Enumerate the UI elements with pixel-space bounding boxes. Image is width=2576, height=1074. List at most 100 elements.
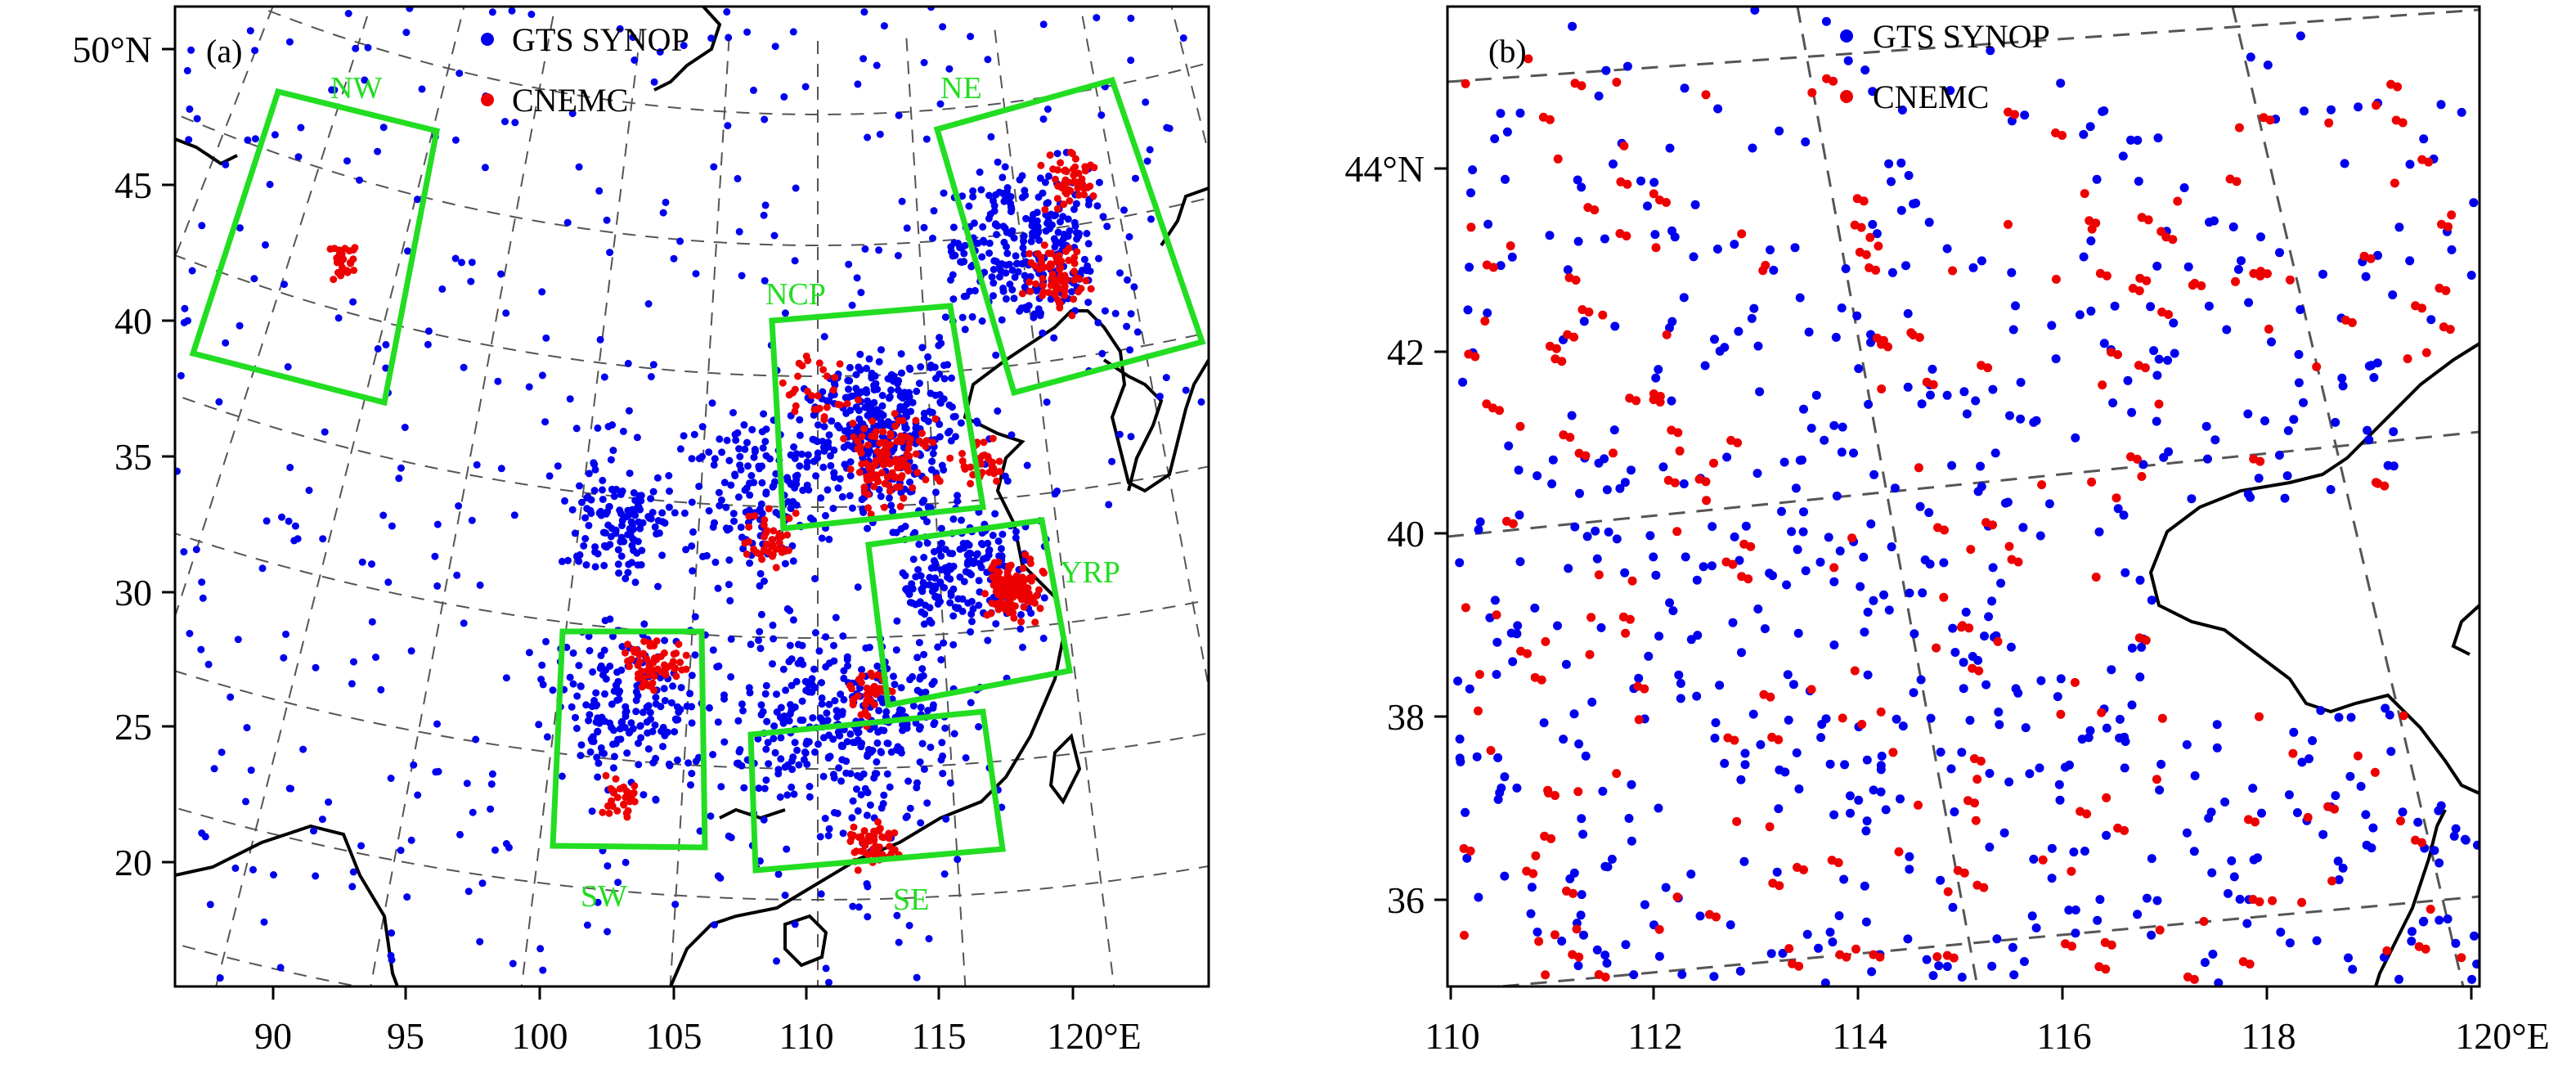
synop-station xyxy=(707,34,716,43)
synop-station xyxy=(905,396,913,404)
synop-station xyxy=(2147,930,2156,940)
synop-station xyxy=(967,699,975,707)
synop-station xyxy=(803,760,811,768)
synop-station xyxy=(1643,201,1652,211)
synop-station xyxy=(1577,814,1586,824)
graticule-meridian xyxy=(370,16,554,986)
synop-station xyxy=(770,735,778,743)
synop-station xyxy=(926,604,934,612)
cnemc-station xyxy=(1537,675,1546,685)
synop-station xyxy=(920,620,928,628)
synop-station xyxy=(913,654,922,662)
cnemc-station xyxy=(823,403,831,411)
synop-station xyxy=(1794,784,1804,793)
synop-station xyxy=(994,407,1002,415)
synop-station xyxy=(2408,927,2417,937)
cnemc-station xyxy=(814,392,822,400)
cnemc-station xyxy=(1972,775,1982,784)
synop-station xyxy=(825,431,833,439)
cnemc-station xyxy=(1021,550,1030,559)
synop-station xyxy=(774,870,783,879)
synop-station xyxy=(909,672,917,681)
synop-station xyxy=(688,770,696,778)
legend-synop-marker xyxy=(481,33,494,46)
cnemc-station xyxy=(1573,787,1583,797)
cnemc-station xyxy=(1649,189,1658,199)
synop-station xyxy=(738,762,746,770)
synop-station xyxy=(2190,771,2200,780)
synop-station xyxy=(280,281,288,289)
synop-station xyxy=(975,723,983,730)
synop-station xyxy=(929,234,936,242)
cnemc-station xyxy=(1070,171,1078,179)
cnemc-station xyxy=(1590,205,1600,215)
synop-station xyxy=(895,938,903,946)
synop-station xyxy=(1462,853,1472,863)
synop-station xyxy=(967,263,976,271)
cnemc-station xyxy=(334,268,342,276)
synop-station xyxy=(1774,804,1784,814)
synop-station xyxy=(635,739,642,748)
cnemc-station xyxy=(871,461,879,469)
synop-station xyxy=(2224,888,2233,898)
synop-station xyxy=(631,511,640,519)
synop-station xyxy=(725,34,733,42)
cnemc-station xyxy=(1048,262,1056,270)
synop-station xyxy=(937,566,945,574)
synop-station xyxy=(1820,978,1830,986)
synop-station xyxy=(468,516,476,524)
cnemc-station xyxy=(2251,817,2260,827)
synop-station xyxy=(835,764,843,772)
synop-station xyxy=(1957,973,1967,982)
synop-station xyxy=(348,680,356,688)
synop-station xyxy=(374,344,382,353)
synop-station xyxy=(761,784,769,793)
synop-station xyxy=(388,522,396,530)
cnemc-station xyxy=(1005,600,1012,609)
synop-station xyxy=(566,395,574,403)
cnemc-station xyxy=(616,784,624,793)
synop-station xyxy=(463,780,471,788)
cnemc-station xyxy=(1534,937,1544,946)
cnemc-station xyxy=(631,648,639,656)
cnemc-station xyxy=(1025,249,1034,258)
synop-station xyxy=(349,868,357,876)
cnemc-station xyxy=(1758,266,1768,276)
synop-station xyxy=(2472,959,2480,969)
synop-station xyxy=(575,557,583,565)
synop-station xyxy=(1600,454,1609,464)
synop-station xyxy=(379,511,388,519)
cnemc-station xyxy=(1600,973,1610,982)
graticule-parallel xyxy=(1447,430,2480,538)
synop-station xyxy=(798,697,806,705)
synop-station xyxy=(539,681,547,689)
synop-station xyxy=(334,314,343,322)
synop-station xyxy=(2229,872,2239,882)
synop-station xyxy=(2056,674,2066,684)
cnemc-station xyxy=(1546,834,1556,843)
synop-station xyxy=(830,469,838,477)
cnemc-station xyxy=(1673,428,1683,438)
cnemc-station xyxy=(2010,110,2020,119)
cnemc-station xyxy=(602,771,610,780)
synop-station xyxy=(905,922,913,929)
synop-station xyxy=(1098,349,1106,357)
cnemc-station xyxy=(1039,291,1046,299)
synop-station xyxy=(762,452,770,460)
synop-station xyxy=(864,789,872,797)
cnemc-station xyxy=(2155,925,2165,935)
cnemc-station xyxy=(330,276,338,284)
synop-station xyxy=(1838,422,1847,432)
synop-station xyxy=(928,408,936,416)
synop-station xyxy=(677,684,685,692)
synop-station xyxy=(662,198,670,206)
synop-station xyxy=(796,462,804,470)
synop-station xyxy=(819,734,828,742)
synop-station xyxy=(1025,302,1033,310)
synop-station xyxy=(873,770,881,778)
synop-station xyxy=(2419,134,2429,144)
synop-station xyxy=(406,7,414,12)
synop-station xyxy=(585,632,593,640)
synop-station xyxy=(2398,807,2408,817)
synop-station xyxy=(250,275,258,283)
